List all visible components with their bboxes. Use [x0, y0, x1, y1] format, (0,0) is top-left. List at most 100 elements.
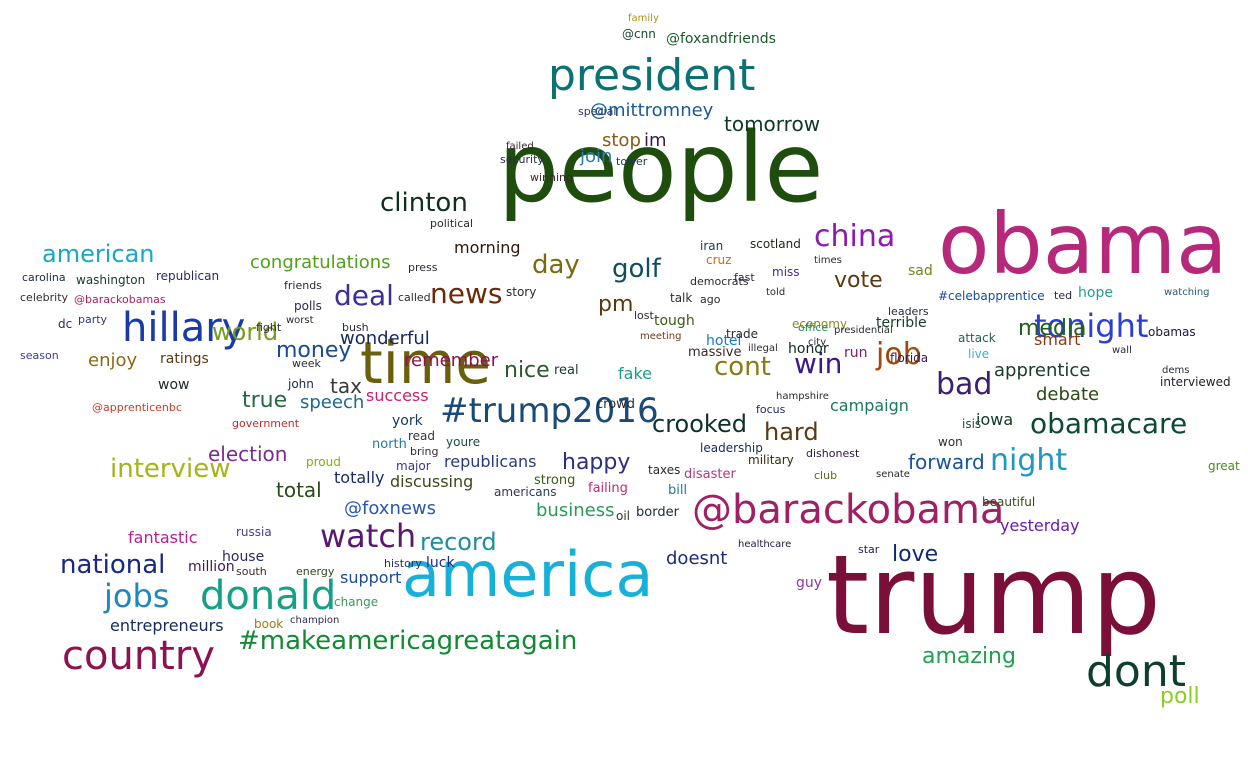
- cloud-word: tomorrow: [724, 112, 821, 136]
- cloud-word: #makeamericagreatagain: [238, 626, 578, 656]
- cloud-word: apprentice: [994, 360, 1091, 381]
- cloud-word: @cnn: [622, 27, 656, 41]
- cloud-word: hope: [1078, 285, 1113, 301]
- cloud-word: remember: [404, 350, 499, 371]
- cloud-word: enjoy: [88, 350, 138, 371]
- cloud-word: beautiful: [982, 495, 1036, 509]
- cloud-word: amazing: [922, 644, 1016, 669]
- cloud-word: washington: [76, 273, 146, 287]
- cloud-word: obama: [938, 195, 1228, 293]
- cloud-word: south: [236, 565, 267, 578]
- cloud-word: people: [498, 112, 824, 224]
- cloud-word: democrats: [690, 275, 749, 288]
- cloud-word: won: [938, 435, 963, 449]
- cloud-word: bad: [936, 367, 993, 402]
- cloud-word: business: [536, 500, 615, 521]
- cloud-word: champion: [290, 615, 340, 626]
- cloud-word: lost: [634, 309, 654, 322]
- cloud-word: massive: [688, 345, 742, 360]
- cloud-word: time: [360, 329, 492, 397]
- cloud-word: border: [636, 505, 679, 520]
- cloud-word: crooked: [652, 410, 747, 438]
- cloud-word: crowd: [596, 397, 636, 412]
- cloud-word: russia: [236, 525, 272, 539]
- cloud-word: hillary: [122, 305, 246, 351]
- cloud-word: news: [430, 277, 503, 310]
- cloud-word: dishonest: [806, 447, 860, 460]
- cloud-word: cruz: [706, 253, 732, 267]
- cloud-word: discussing: [390, 472, 474, 491]
- cloud-word: morning: [454, 238, 521, 257]
- cloud-word: american: [42, 240, 155, 268]
- cloud-word: oil: [616, 509, 631, 523]
- cloud-word: run: [844, 345, 868, 361]
- cloud-word: #trump2016: [440, 391, 659, 431]
- cloud-word: winning: [530, 171, 574, 184]
- cloud-word: strong: [534, 473, 576, 488]
- cloud-word: tough: [654, 313, 695, 329]
- cloud-word: polls: [294, 299, 322, 313]
- cloud-word: @barackobama: [692, 487, 1005, 533]
- cloud-word: history: [384, 557, 422, 570]
- cloud-word: special: [578, 105, 617, 118]
- cloud-word: campaign: [830, 396, 909, 415]
- cloud-word: china: [814, 219, 896, 254]
- cloud-word: carolina: [22, 271, 66, 284]
- cloud-word: world: [212, 318, 279, 346]
- cloud-word: meeting: [640, 331, 682, 342]
- cloud-word: total: [276, 478, 322, 502]
- cloud-word: fast: [734, 271, 755, 284]
- cloud-word: ratings: [160, 351, 209, 367]
- cloud-word: wow: [158, 377, 190, 393]
- cloud-word: party: [78, 313, 108, 326]
- cloud-word: #celebapprentice: [938, 289, 1045, 303]
- cloud-word: club: [814, 469, 838, 482]
- cloud-word: times: [814, 255, 842, 266]
- cloud-word: live: [968, 347, 990, 361]
- cloud-word: bring: [410, 445, 439, 458]
- cloud-word: economy: [792, 317, 848, 331]
- cloud-word: week: [292, 357, 321, 370]
- cloud-word: press: [408, 261, 438, 274]
- cloud-word: interviewed: [1160, 375, 1231, 389]
- cloud-word: miss: [772, 265, 800, 279]
- cloud-word: major: [396, 459, 431, 473]
- cloud-word: debate: [1036, 384, 1100, 405]
- cloud-word: money: [276, 338, 352, 363]
- cloud-word: iran: [700, 239, 724, 253]
- cloud-word: entrepreneurs: [110, 616, 224, 635]
- cloud-word: win: [794, 347, 843, 380]
- cloud-word: ago: [700, 293, 721, 306]
- cloud-word: day: [532, 250, 580, 280]
- cloud-word: clinton: [380, 188, 468, 218]
- cloud-word: fake: [618, 364, 652, 383]
- cloud-word: obamacare: [1030, 407, 1188, 440]
- cloud-word: city: [808, 337, 827, 348]
- cloud-word: job: [876, 337, 922, 372]
- cloud-word: scotland: [750, 237, 801, 251]
- cloud-word: great: [1208, 459, 1240, 473]
- cloud-word: friends: [284, 279, 322, 292]
- cloud-word: story: [506, 285, 537, 299]
- cloud-word: forward: [908, 450, 985, 474]
- cloud-word: youre: [446, 435, 481, 449]
- cloud-word: failing: [588, 481, 628, 496]
- cloud-word: called: [398, 291, 431, 304]
- cloud-word: failed: [506, 141, 534, 152]
- cloud-word: bill: [668, 483, 688, 498]
- cloud-word: taxes: [648, 463, 681, 477]
- cloud-word: terrible: [876, 315, 927, 331]
- cloud-word: watch: [320, 517, 417, 555]
- cloud-word: florida: [890, 351, 929, 365]
- cloud-word: totally: [334, 468, 385, 487]
- cloud-word: pm: [598, 292, 634, 317]
- cloud-word: guy: [796, 575, 823, 591]
- cloud-word: ted: [1054, 289, 1073, 302]
- cloud-word: stop: [602, 130, 641, 151]
- cloud-word: obamas: [1148, 325, 1196, 339]
- cloud-word: republicans: [444, 452, 537, 471]
- cloud-word: fight: [256, 321, 282, 334]
- cloud-word: im: [644, 130, 667, 151]
- cloud-word: tonight: [1034, 307, 1149, 345]
